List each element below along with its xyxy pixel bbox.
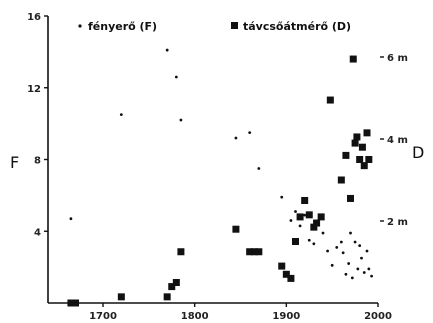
tavcsoatmero-point	[356, 156, 364, 163]
tavcsoatmero-point	[292, 238, 299, 245]
fenyero-point	[360, 256, 363, 260]
legend-label-fenyero: fényerő (F)	[88, 20, 157, 33]
y-tick-label: 16	[27, 12, 41, 23]
tavcsoatmero-point	[301, 197, 309, 204]
fenyero-point	[289, 219, 293, 222]
fenyero-point	[367, 267, 371, 271]
tavcsoatmero-point	[358, 143, 366, 151]
tavcsoatmero-point	[177, 248, 185, 256]
tavcsoatmero-point	[255, 248, 263, 256]
fenyero-point	[350, 276, 354, 280]
fenyero-point	[165, 48, 169, 52]
fenyero-point	[234, 136, 238, 140]
tavcsoatmero-point	[168, 283, 176, 291]
tavcsoatmero-point	[163, 293, 171, 301]
y-tick-label: 12	[27, 84, 41, 95]
x-tick-label: 1900	[272, 311, 300, 322]
tavcsoatmero-point	[232, 225, 240, 233]
fenyero-point	[344, 272, 348, 276]
y2-tick-label: 2 m	[387, 217, 408, 228]
fenyero-point	[179, 118, 183, 122]
tavcsoatmero-point	[287, 274, 295, 282]
tavcsoatmero-point	[282, 270, 290, 278]
legend-label-tavcsoatmero: távcsőátmérő (D)	[243, 20, 351, 33]
tavcsoatmero-point	[351, 139, 359, 147]
tavcsoatmero-point	[72, 299, 79, 307]
fenyero-point	[362, 271, 366, 274]
fenyero-point	[303, 213, 307, 217]
fenyero-point	[294, 210, 297, 213]
fenyero-point	[349, 231, 352, 235]
fenyero-point	[339, 240, 343, 244]
y-tick-label: 8	[34, 156, 41, 167]
left-y-axis: 4 8 12 16	[27, 12, 48, 238]
fenyero-point	[356, 267, 360, 271]
x-tick-label: 1800	[181, 311, 209, 322]
tavcsoatmero-point	[363, 129, 371, 137]
x-tick-label: 2000	[364, 311, 392, 322]
fenyero-point	[307, 238, 311, 242]
fenyero-point	[321, 231, 325, 235]
fenyero-point	[365, 249, 369, 253]
tavcsoatmero-point	[313, 219, 321, 227]
fenyero-point	[326, 249, 329, 253]
fenyero-point	[298, 224, 302, 228]
tavcsoatmero-point	[337, 176, 345, 184]
tavcsoatmero-point	[317, 213, 325, 221]
tavcsoatmero-point	[296, 213, 304, 221]
fenyero-point	[330, 263, 334, 267]
fenyero-point	[341, 251, 345, 255]
y2-tick-label: 6 m	[387, 53, 408, 64]
tavcsoatmero-point	[349, 55, 357, 63]
fenyero-point	[335, 245, 339, 249]
left-axis-title: F	[10, 153, 19, 172]
tavcsoatmero-point	[67, 299, 75, 307]
y-tick-label: 4	[34, 227, 41, 238]
right-y-axis: 2 m 4 m 6 m	[380, 53, 408, 228]
tavcsoatmero-point	[305, 211, 313, 219]
fenyero-point	[353, 240, 357, 244]
fenyero-point	[119, 113, 123, 117]
y2-tick-label: 4 m	[387, 135, 408, 146]
tavcsoatmero-point	[326, 96, 334, 104]
tavcsoatmero-point	[310, 223, 318, 231]
tavcsoatmero-point	[360, 162, 368, 170]
fenyero-point	[312, 242, 316, 246]
tavcsoatmero-point	[250, 248, 258, 256]
x-tick-label: 1700	[89, 311, 117, 322]
tavcsoatmero-point	[246, 248, 254, 256]
fenyero-point	[358, 244, 362, 248]
tavcsoatmero-point	[172, 279, 180, 286]
legend-marker-tavcsoatmero	[231, 22, 238, 29]
tavcsoatmero-point	[347, 194, 354, 202]
fenyero-point	[257, 167, 261, 170]
fenyero-point	[174, 75, 178, 79]
fenyero-point	[347, 262, 351, 265]
plot-area	[47, 16, 378, 304]
tavcsoatmero-point	[342, 151, 350, 159]
x-axis: 1700 1800 1900 2000	[89, 303, 392, 322]
fenyero-point	[248, 131, 252, 134]
right-axis-title: D	[412, 143, 424, 162]
legend: fényerő (F) távcsőátmérő (D)	[78, 20, 351, 33]
tavcsoatmero-point	[117, 293, 125, 301]
legend-marker-fenyero	[78, 24, 82, 28]
fenyero-point	[280, 195, 284, 199]
tavcsoatmero-point	[353, 133, 361, 141]
series-fenyero	[69, 48, 373, 280]
series-tavcsoatmero	[67, 55, 373, 307]
fenyero-point	[370, 274, 373, 278]
tavcsoatmero-point	[278, 262, 286, 270]
tavcsoatmero-point	[365, 156, 373, 163]
fenyero-point	[69, 217, 73, 221]
